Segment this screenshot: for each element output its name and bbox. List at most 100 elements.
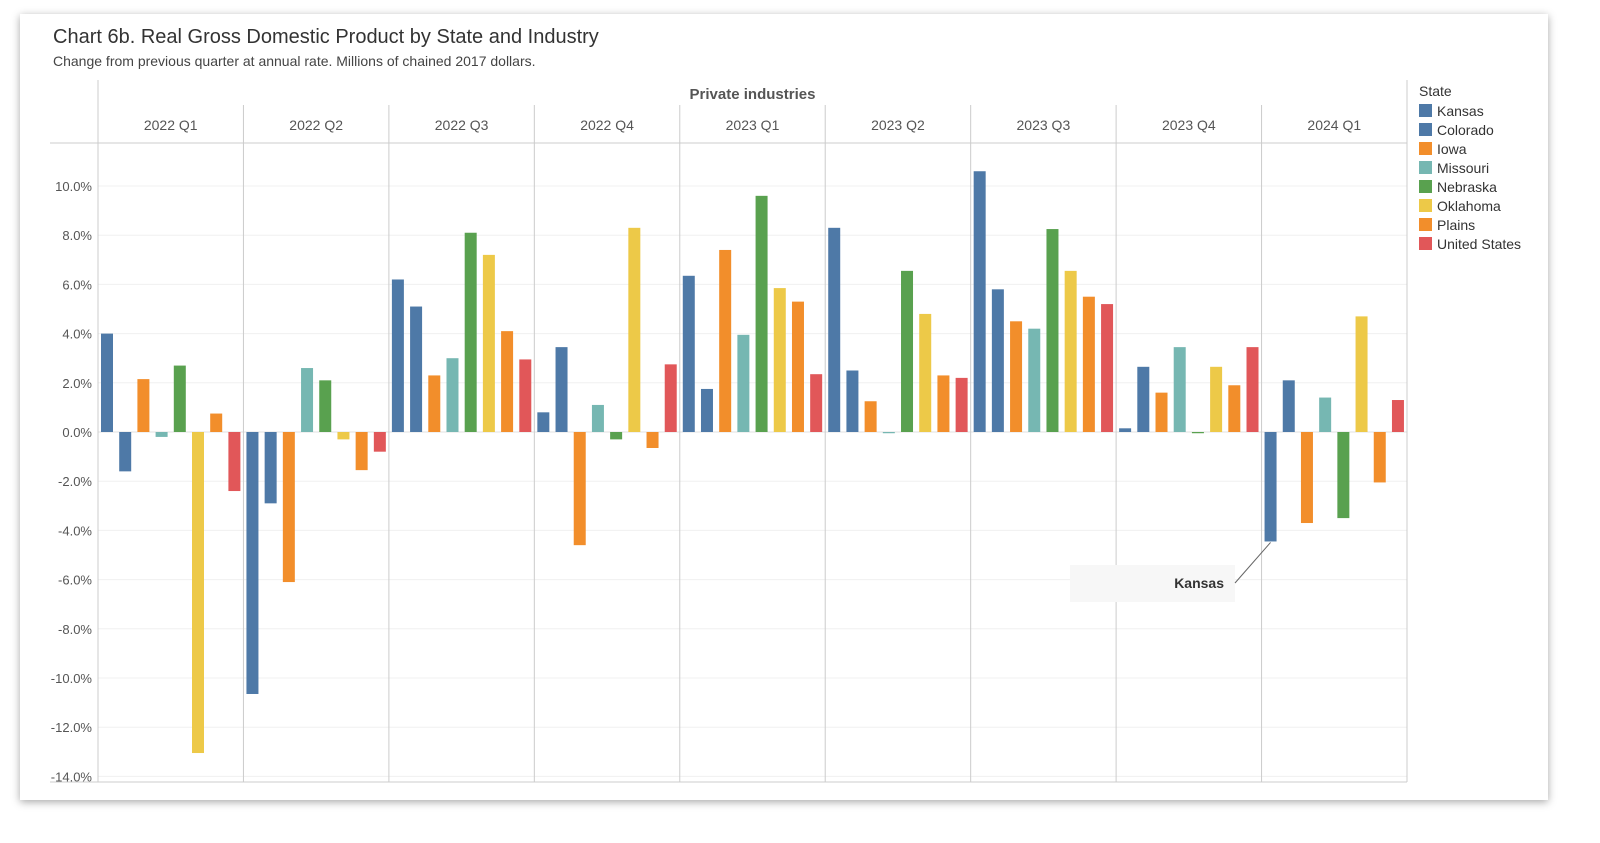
category-label: 2022 Q1 bbox=[144, 117, 198, 133]
bar-iowa bbox=[137, 379, 150, 432]
bar-united-states bbox=[1391, 400, 1404, 432]
bar-plains bbox=[1228, 385, 1241, 432]
bar-united-states bbox=[373, 432, 386, 452]
legend-swatch bbox=[1419, 123, 1432, 136]
bar-plains bbox=[646, 432, 659, 448]
category-label: 2022 Q3 bbox=[435, 117, 489, 133]
y-tick-label: -14.0% bbox=[51, 769, 93, 784]
bar-iowa bbox=[282, 432, 295, 583]
legend-swatch bbox=[1419, 199, 1432, 212]
bar-kansas bbox=[391, 279, 404, 432]
legend-label: Colorado bbox=[1437, 121, 1494, 138]
y-tick-label: 4.0% bbox=[62, 327, 92, 342]
bar-nebraska bbox=[1337, 432, 1350, 519]
legend-item[interactable]: United States bbox=[1419, 234, 1521, 253]
legend-label: Kansas bbox=[1437, 102, 1484, 119]
bar-plains bbox=[355, 432, 368, 471]
bar-kansas bbox=[1119, 428, 1132, 432]
bar-nebraska bbox=[1046, 229, 1059, 432]
bar-plains bbox=[791, 301, 804, 432]
category-label: 2024 Q1 bbox=[1307, 117, 1361, 133]
bar-oklahoma bbox=[773, 288, 786, 432]
category-label: 2022 Q4 bbox=[580, 117, 634, 133]
y-tick-label: 2.0% bbox=[62, 376, 92, 391]
y-tick-label: 6.0% bbox=[62, 277, 92, 292]
bar-colorado bbox=[555, 347, 568, 432]
bar-colorado bbox=[991, 289, 1004, 432]
legend-item[interactable]: Nebraska bbox=[1419, 177, 1521, 196]
bar-iowa bbox=[719, 249, 732, 432]
legend-swatch bbox=[1419, 142, 1432, 155]
annotation-leader bbox=[1234, 542, 1271, 584]
bar-plains bbox=[937, 375, 950, 432]
bar-united-states bbox=[664, 364, 677, 432]
bar-plains bbox=[501, 331, 514, 432]
bar-iowa bbox=[1010, 321, 1023, 432]
bar-oklahoma bbox=[1064, 270, 1077, 432]
legend-swatch bbox=[1419, 104, 1432, 117]
y-tick-label: 10.0% bbox=[55, 179, 92, 194]
bar-kansas bbox=[537, 412, 550, 432]
legend-item[interactable]: Iowa bbox=[1419, 139, 1521, 158]
bar-iowa bbox=[428, 375, 441, 432]
bar-nebraska bbox=[173, 365, 186, 432]
bar-united-states bbox=[228, 432, 241, 492]
legend-swatch bbox=[1419, 237, 1432, 250]
chart-subtitle: Change from previous quarter at annual r… bbox=[53, 53, 536, 69]
bar-nebraska bbox=[755, 195, 768, 432]
bar-kansas bbox=[246, 432, 259, 694]
bar-oklahoma bbox=[1355, 316, 1368, 432]
bar-nebraska bbox=[319, 380, 332, 432]
bar-oklahoma bbox=[482, 254, 495, 432]
bar-kansas bbox=[828, 227, 841, 432]
bar-colorado bbox=[846, 370, 859, 432]
bar-kansas bbox=[101, 333, 113, 432]
category-label: 2023 Q1 bbox=[726, 117, 780, 133]
category-label: 2022 Q2 bbox=[289, 117, 343, 133]
y-tick-label: -10.0% bbox=[51, 671, 93, 686]
bar-colorado bbox=[264, 432, 277, 504]
category-label: 2023 Q2 bbox=[871, 117, 925, 133]
y-tick-label: 8.0% bbox=[62, 228, 92, 243]
y-tick-label: 0.0% bbox=[62, 425, 92, 440]
bar-missouri bbox=[446, 358, 459, 432]
legend-title: State bbox=[1419, 83, 1452, 99]
y-tick-label: -2.0% bbox=[58, 474, 92, 489]
bar-plains bbox=[1082, 296, 1095, 432]
bar-iowa bbox=[1155, 392, 1168, 432]
y-tick-label: -8.0% bbox=[58, 622, 92, 637]
y-tick-label: -6.0% bbox=[58, 573, 92, 588]
legend-item[interactable]: Missouri bbox=[1419, 158, 1521, 177]
bar-colorado bbox=[1282, 380, 1295, 432]
bar-united-states bbox=[1101, 304, 1114, 432]
bar-kansas bbox=[682, 275, 695, 432]
y-tick-label: -4.0% bbox=[58, 523, 92, 538]
bar-missouri bbox=[591, 404, 604, 432]
legend-item[interactable]: Oklahoma bbox=[1419, 196, 1521, 215]
bar-nebraska bbox=[1191, 432, 1204, 434]
bar-missouri bbox=[1028, 328, 1041, 432]
bar-oklahoma bbox=[192, 432, 204, 754]
bar-iowa bbox=[1300, 432, 1313, 524]
legend-swatch bbox=[1419, 161, 1432, 174]
legend-swatch bbox=[1419, 218, 1432, 231]
legend-item[interactable]: Kansas bbox=[1419, 101, 1521, 120]
category-label: 2023 Q3 bbox=[1017, 117, 1071, 133]
legend-item[interactable]: Plains bbox=[1419, 215, 1521, 234]
legend-label: Nebraska bbox=[1437, 178, 1497, 195]
legend-item[interactable]: Colorado bbox=[1419, 120, 1521, 139]
bar-colorado bbox=[700, 388, 713, 432]
bar-nebraska bbox=[901, 270, 914, 432]
panel-header: Private industries bbox=[690, 86, 816, 103]
legend: State Kansas Colorado Iowa Missouri Nebraska… bbox=[1419, 83, 1521, 253]
bar-missouri bbox=[1319, 397, 1332, 432]
bar-plains bbox=[1373, 432, 1386, 483]
bar-missouri bbox=[155, 432, 168, 437]
legend-label: Iowa bbox=[1437, 140, 1467, 157]
bar-united-states bbox=[519, 359, 532, 432]
bar-united-states bbox=[810, 374, 823, 432]
legend-label: Plains bbox=[1437, 216, 1476, 233]
y-tick-label: -12.0% bbox=[51, 720, 93, 735]
bar-iowa bbox=[573, 432, 586, 546]
bar-missouri bbox=[1173, 347, 1186, 432]
